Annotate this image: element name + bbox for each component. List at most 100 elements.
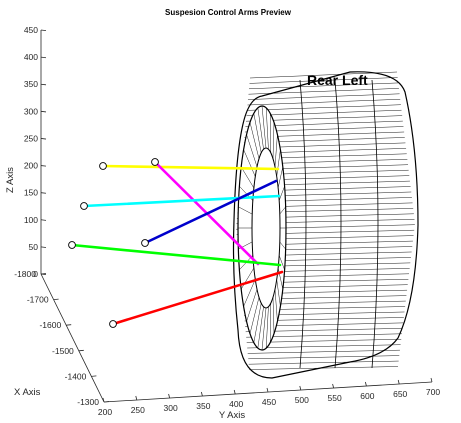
y-tick-mark	[168, 393, 170, 399]
x-tick-label: -1500	[52, 346, 74, 356]
y-tick-mark	[299, 385, 302, 391]
x-tick-label: -1300	[77, 397, 99, 407]
y-tick-mark	[102, 397, 105, 403]
z-tick-label: 200	[24, 161, 38, 171]
control-arm-line	[101, 164, 280, 171]
y-tick-label: 450	[262, 397, 276, 407]
sidewall-spoke	[272, 122, 275, 159]
inboard-joint-marker	[151, 158, 159, 166]
y-tick-label: 400	[229, 399, 243, 409]
y-tick-label: 700	[426, 387, 440, 397]
tread-band	[371, 79, 379, 369]
sidewall-spoke	[276, 149, 281, 177]
y-tick-label: 600	[360, 391, 374, 401]
x-tick-mark	[53, 298, 59, 300]
inboard-joint-marker	[99, 162, 107, 170]
sidewall-spoke	[274, 134, 278, 167]
y-tick-mark	[397, 379, 400, 385]
x-tick-label: -1400	[65, 371, 87, 381]
tread-line	[249, 71, 398, 79]
inboard-joint-marker	[68, 241, 76, 249]
sidewall-spoke	[269, 303, 272, 343]
sidewall-spoke	[249, 122, 260, 159]
tread-line	[248, 82, 399, 90]
tread-line	[248, 88, 399, 95]
z-tick-mark	[40, 83, 47, 86]
control-arms	[68, 158, 284, 328]
sidewall-spoke	[241, 267, 255, 290]
y-tick-label: 650	[393, 389, 407, 399]
sidewall-spoke	[261, 105, 267, 149]
tread-line	[247, 349, 400, 354]
control-arm-line	[70, 243, 282, 267]
sidewall-spoke	[261, 307, 267, 351]
y-axis-label: Y Axis	[219, 410, 245, 421]
z-tick-mark	[40, 110, 47, 113]
sidewall-spoke	[274, 289, 278, 322]
x-axis-label: X Axis	[14, 387, 41, 398]
sidewall-spoke	[238, 206, 253, 215]
sidewall-spoke	[241, 166, 255, 189]
control-arm-line	[143, 179, 278, 245]
tread-line	[246, 109, 402, 117]
x-tick-mark	[91, 375, 97, 377]
y-tick-label: 550	[328, 393, 342, 403]
z-tick-label: 0	[33, 269, 38, 279]
chart-title: Suspesion Control Arms Preview	[165, 8, 292, 17]
sidewall-spoke	[269, 113, 272, 153]
axis-ticks: 0 50 100 150 200 250 300 350 400 450 -1300 -1400 -15…	[14, 25, 440, 417]
tire-mesh	[232, 71, 419, 379]
y-tick-mark	[266, 387, 269, 393]
tread-line	[246, 339, 402, 343]
z-axis-label: Z Axis	[5, 167, 16, 193]
z-tick-label: 450	[24, 25, 38, 35]
y-tick-label: 200	[98, 407, 112, 417]
tread-line	[246, 104, 401, 111]
z-tick-mark	[40, 165, 47, 167]
inboard-joint-marker	[80, 202, 88, 210]
rim-opening	[251, 147, 281, 309]
x-tick-mark	[103, 401, 110, 403]
tread-line	[249, 366, 399, 370]
control-arm-line	[111, 270, 284, 326]
sidewall-spoke	[243, 279, 256, 307]
tread-line	[247, 99, 401, 106]
z-tick-label: 150	[24, 188, 38, 198]
y-tick-mark	[332, 383, 334, 389]
z-tick-mark	[40, 138, 47, 140]
x-tick-mark	[40, 273, 47, 275]
tread-line	[249, 77, 398, 84]
sidewall-spoke	[277, 166, 284, 189]
sidewall-spoke	[279, 206, 286, 215]
x-axis-line	[40, 273, 105, 403]
z-tick-label: 350	[24, 79, 38, 89]
tread-line	[248, 355, 400, 360]
inboard-joint-marker	[141, 239, 149, 247]
y-tick-mark	[135, 395, 138, 401]
sidewall-spoke	[265, 306, 269, 349]
y-tick-mark	[430, 377, 433, 383]
tread-band	[299, 79, 307, 369]
y-tick-label: 250	[131, 405, 145, 415]
y-tick-mark	[365, 381, 367, 387]
sidewall-spoke	[246, 289, 258, 322]
z-tick-label: 400	[24, 52, 38, 62]
z-tick-label: 300	[24, 106, 38, 116]
wheel-label: Rear Left	[307, 72, 368, 88]
sidewall-spoke	[265, 107, 269, 150]
z-tick-label: 250	[24, 133, 38, 143]
x-tick-mark	[78, 349, 84, 352]
x-tick-label: -1800	[14, 269, 36, 279]
z-tick-label: 100	[24, 215, 38, 225]
sidewall-spoke	[279, 241, 286, 250]
sidewall-spoke	[257, 107, 264, 150]
y-tick-label: 300	[164, 403, 178, 413]
y-tick-mark	[233, 389, 236, 395]
z-tick-mark	[40, 29, 47, 31]
z-tick-mark	[40, 56, 47, 59]
sidewall-spoke	[253, 303, 262, 343]
x-tick-mark	[66, 324, 72, 326]
tread-line	[248, 360, 399, 365]
z-tick-mark	[40, 192, 47, 194]
